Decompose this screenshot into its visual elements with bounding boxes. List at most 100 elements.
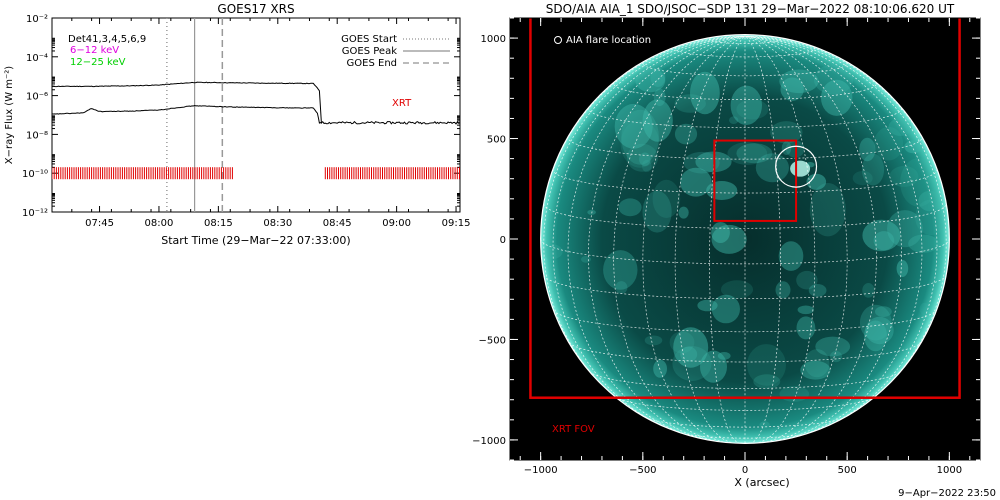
goes-x-tick-label: 08:15 <box>204 218 233 229</box>
aia-y-axis: −1000 −500 0 500 1000 <box>472 17 980 461</box>
goes-x-tick-label: 08:30 <box>263 218 292 229</box>
goes-panel: GOES17 XRS 10⁻¹² 10⁻¹⁰ 10⁻⁸ 10⁻⁶ 10⁻⁴ 10⁻² 07… <box>4 2 470 247</box>
grid-line <box>744 35 877 443</box>
coronal-patch <box>581 255 591 263</box>
coronal-patch <box>887 210 923 248</box>
coronal-patch <box>755 153 790 183</box>
aia-panel: SDO/AIA AIA_1 SDO/JSOC−SDP 131 29−Mar−20… <box>472 2 981 489</box>
legend-goes-start: GOES Start <box>341 34 397 45</box>
coronal-patch <box>875 306 892 317</box>
coronal-patch <box>626 143 659 172</box>
flare-legend-icon <box>554 36 562 44</box>
goes-y-axis-label: X−ray Flux (W m⁻²) <box>4 66 15 165</box>
goes-y-tick-label: 10⁻² <box>26 14 48 25</box>
coronal-patch <box>888 118 913 136</box>
grid-line <box>642 35 746 443</box>
coronal-patch <box>729 116 739 124</box>
coronal-patch <box>862 283 875 298</box>
coronal-patch <box>673 327 709 368</box>
coronal-patch <box>700 350 727 383</box>
coronal-patch <box>804 349 830 378</box>
goes-y-tick-label: 10⁻¹² <box>22 208 48 219</box>
coronal-patch <box>873 231 895 251</box>
grid-line <box>709 38 781 44</box>
goes-event-markers <box>166 18 224 212</box>
coronal-patch <box>861 153 885 186</box>
coronal-patch <box>642 190 672 233</box>
coronal-patch <box>697 299 718 312</box>
coronal-patch <box>730 85 762 126</box>
goes-legend: GOES Start GOES Peak GOES End <box>341 34 450 69</box>
grid-line <box>744 35 816 444</box>
aia-x-tick-label: 500 <box>838 465 857 476</box>
coronal-patch <box>821 79 853 116</box>
flare-location-circle <box>775 145 818 188</box>
coronal-patch <box>736 99 769 120</box>
aia-y-tick-label: 1000 <box>481 34 506 45</box>
goes-y-tick-label: 10⁻⁸ <box>26 130 48 141</box>
coronal-patch <box>642 99 673 142</box>
coronal-patch <box>620 120 660 168</box>
coronal-patch <box>900 158 938 207</box>
band-label-high: 12−25 keV <box>70 57 126 68</box>
goes-y-tick-label: 10⁻¹⁰ <box>22 169 48 180</box>
aia-x-axis-label: X (arcsec) <box>734 476 789 489</box>
coronal-patch <box>896 260 909 277</box>
goes-x-tick-label: 08:45 <box>323 218 352 229</box>
aia-x-tick-label: 0 <box>742 465 748 476</box>
coronal-patch <box>864 320 887 352</box>
flare-legend-text: AIA flare location <box>566 35 651 46</box>
grid-line <box>709 35 746 444</box>
grid-line <box>674 46 816 58</box>
goes-x-tick-label: 07:45 <box>85 218 114 229</box>
coronal-patch <box>683 151 720 174</box>
grid-line <box>543 35 746 406</box>
coronal-patch <box>603 250 638 290</box>
grid-line <box>553 309 937 333</box>
aia-y-tick-label: 0 <box>500 235 506 246</box>
band-label-low: 6−12 keV <box>70 45 119 56</box>
aia-y-tick-label: 500 <box>487 135 506 146</box>
grid-line <box>552 35 746 433</box>
goes-x-axis-label: Start Time (29−Mar−22 07:33:00) <box>161 234 350 247</box>
coronal-patch <box>711 222 730 243</box>
xrt-coverage-ticks <box>52 167 460 180</box>
coronal-patch <box>690 71 720 115</box>
coronal-patch <box>778 241 804 271</box>
coronal-patch <box>806 173 827 190</box>
grid-line <box>613 35 746 443</box>
grid-line <box>552 168 938 194</box>
instrument-label: Det41,3,4,5,6,9 <box>68 34 146 45</box>
coronal-patch <box>918 190 942 212</box>
coronal-texture <box>542 64 947 429</box>
flare-legend: AIA flare location <box>554 35 651 46</box>
coronal-patch <box>753 374 781 389</box>
grid-line <box>588 107 902 129</box>
goes-flux-line <box>52 81 460 125</box>
coronal-patch <box>680 167 712 197</box>
coronal-patch <box>747 344 786 386</box>
goes-y-tick-label: 10⁻⁴ <box>26 53 48 64</box>
grid-line <box>744 35 938 433</box>
goes-flux-line <box>52 104 322 124</box>
coronal-patch <box>711 294 741 324</box>
aia-x-tick-label: −1000 <box>524 465 558 476</box>
coronal-patch <box>759 421 770 429</box>
coronal-patch <box>727 142 768 165</box>
grid-line <box>615 396 875 411</box>
coronal-patch <box>618 198 642 217</box>
goes-y-axis: 10⁻¹² 10⁻¹⁰ 10⁻⁸ 10⁻⁶ 10⁻⁴ 10⁻² <box>22 14 460 219</box>
grid-line <box>543 274 947 300</box>
coronal-patch <box>808 284 827 297</box>
grid-line <box>679 432 811 439</box>
coronal-patch <box>904 140 923 154</box>
grid-line <box>674 35 746 444</box>
coronal-patch <box>796 270 818 290</box>
aia-y-tick-label: −500 <box>479 335 506 346</box>
coronal-patch <box>915 199 947 236</box>
coronal-patch <box>829 351 843 363</box>
goes-series-group <box>52 81 460 125</box>
grid-line <box>642 60 848 77</box>
coronal-patch <box>542 244 563 260</box>
